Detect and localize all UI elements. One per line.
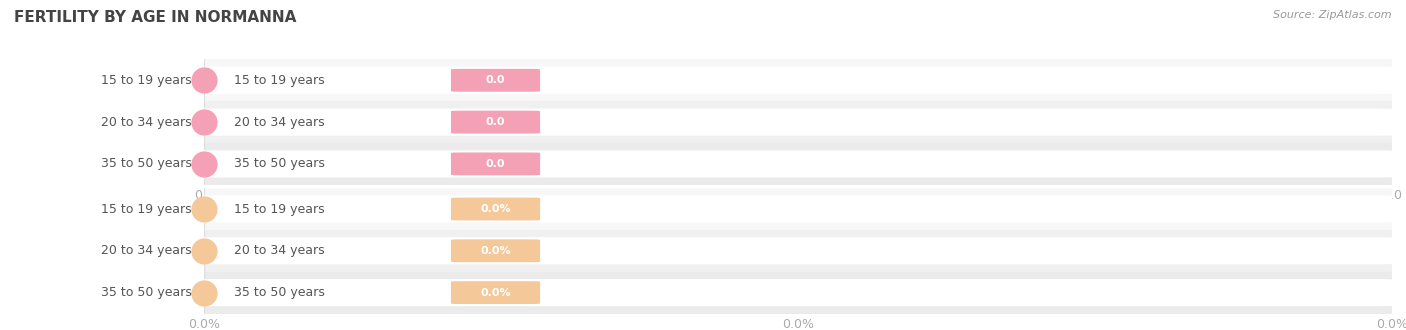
Text: 0.0: 0.0 — [486, 75, 505, 85]
FancyBboxPatch shape — [188, 279, 1395, 306]
Text: 0.0: 0.0 — [486, 117, 505, 127]
FancyBboxPatch shape — [451, 152, 540, 175]
Point — [193, 78, 215, 83]
Text: 0.0%: 0.0% — [481, 288, 510, 298]
FancyBboxPatch shape — [451, 239, 540, 262]
Text: 15 to 19 years: 15 to 19 years — [101, 203, 193, 215]
FancyBboxPatch shape — [451, 111, 540, 134]
Text: 0.0: 0.0 — [486, 159, 505, 169]
Point — [193, 161, 215, 167]
Bar — [204, 188, 1392, 230]
Text: 15 to 19 years: 15 to 19 years — [233, 203, 325, 215]
FancyBboxPatch shape — [188, 109, 1395, 136]
Bar — [204, 101, 1392, 143]
Text: 15 to 19 years: 15 to 19 years — [233, 74, 325, 87]
Text: FERTILITY BY AGE IN NORMANNA: FERTILITY BY AGE IN NORMANNA — [14, 10, 297, 25]
FancyBboxPatch shape — [188, 195, 1395, 223]
Bar — [204, 272, 1392, 314]
Point — [193, 290, 215, 295]
Bar — [204, 230, 1392, 272]
Bar — [204, 59, 1392, 101]
FancyBboxPatch shape — [451, 198, 540, 220]
Text: 35 to 50 years: 35 to 50 years — [101, 157, 193, 170]
Text: 35 to 50 years: 35 to 50 years — [101, 286, 193, 299]
Text: 0.0%: 0.0% — [481, 204, 510, 214]
Text: Source: ZipAtlas.com: Source: ZipAtlas.com — [1274, 10, 1392, 20]
Text: 20 to 34 years: 20 to 34 years — [233, 115, 325, 129]
FancyBboxPatch shape — [188, 150, 1395, 178]
Text: 15 to 19 years: 15 to 19 years — [101, 74, 193, 87]
FancyBboxPatch shape — [451, 69, 540, 92]
FancyBboxPatch shape — [188, 237, 1395, 264]
Point — [193, 119, 215, 125]
Text: 20 to 34 years: 20 to 34 years — [101, 244, 193, 257]
Point — [193, 248, 215, 253]
Text: 35 to 50 years: 35 to 50 years — [233, 286, 325, 299]
Point — [193, 206, 215, 212]
Text: 0.0%: 0.0% — [481, 246, 510, 256]
Text: 20 to 34 years: 20 to 34 years — [101, 115, 193, 129]
Text: 35 to 50 years: 35 to 50 years — [233, 157, 325, 170]
Bar — [204, 143, 1392, 185]
FancyBboxPatch shape — [451, 281, 540, 304]
Text: 20 to 34 years: 20 to 34 years — [233, 244, 325, 257]
FancyBboxPatch shape — [188, 67, 1395, 94]
